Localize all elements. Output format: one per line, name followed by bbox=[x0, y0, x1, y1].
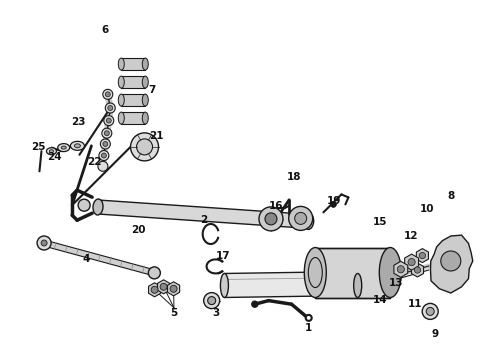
Text: 18: 18 bbox=[287, 172, 301, 182]
Circle shape bbox=[104, 116, 114, 126]
Circle shape bbox=[415, 267, 420, 273]
Text: 22: 22 bbox=[87, 157, 102, 167]
Circle shape bbox=[108, 105, 113, 111]
Circle shape bbox=[37, 236, 51, 250]
Ellipse shape bbox=[142, 58, 148, 70]
Text: 7: 7 bbox=[148, 85, 156, 95]
Circle shape bbox=[103, 141, 108, 147]
Circle shape bbox=[130, 133, 159, 161]
Polygon shape bbox=[122, 112, 145, 124]
Polygon shape bbox=[412, 263, 423, 277]
Circle shape bbox=[99, 150, 109, 161]
Ellipse shape bbox=[142, 76, 148, 88]
Circle shape bbox=[419, 252, 425, 259]
Circle shape bbox=[103, 89, 113, 99]
Circle shape bbox=[426, 307, 434, 315]
Text: 20: 20 bbox=[131, 225, 146, 235]
Ellipse shape bbox=[118, 112, 124, 124]
Text: 3: 3 bbox=[212, 308, 219, 318]
Polygon shape bbox=[224, 271, 358, 297]
Text: 11: 11 bbox=[408, 299, 423, 309]
Circle shape bbox=[160, 283, 167, 290]
Polygon shape bbox=[122, 76, 145, 88]
Ellipse shape bbox=[118, 76, 124, 88]
Ellipse shape bbox=[304, 213, 314, 229]
Polygon shape bbox=[98, 200, 309, 228]
Polygon shape bbox=[394, 261, 408, 277]
Text: 15: 15 bbox=[372, 217, 387, 228]
Polygon shape bbox=[158, 280, 170, 294]
Text: 9: 9 bbox=[432, 329, 439, 339]
Circle shape bbox=[441, 251, 461, 271]
Circle shape bbox=[101, 153, 106, 158]
Ellipse shape bbox=[304, 248, 326, 297]
Ellipse shape bbox=[118, 58, 124, 70]
Circle shape bbox=[265, 213, 277, 225]
Ellipse shape bbox=[93, 199, 103, 215]
Text: 2: 2 bbox=[200, 215, 207, 225]
Polygon shape bbox=[405, 254, 418, 270]
Text: 12: 12 bbox=[403, 231, 418, 241]
Circle shape bbox=[148, 267, 160, 279]
Text: 6: 6 bbox=[102, 24, 109, 35]
Ellipse shape bbox=[379, 248, 401, 297]
Circle shape bbox=[41, 240, 47, 246]
Circle shape bbox=[408, 258, 415, 266]
Text: 17: 17 bbox=[216, 251, 230, 261]
Text: 8: 8 bbox=[447, 191, 454, 201]
Text: 1: 1 bbox=[305, 323, 312, 333]
Text: 24: 24 bbox=[48, 152, 62, 162]
Polygon shape bbox=[43, 240, 155, 276]
Polygon shape bbox=[148, 283, 161, 297]
Ellipse shape bbox=[142, 94, 148, 106]
Text: 19: 19 bbox=[327, 196, 342, 206]
Polygon shape bbox=[431, 235, 473, 293]
Circle shape bbox=[102, 128, 112, 138]
Ellipse shape bbox=[47, 148, 56, 155]
Ellipse shape bbox=[71, 141, 84, 150]
Text: 14: 14 bbox=[372, 294, 387, 305]
Circle shape bbox=[106, 118, 111, 123]
Text: 5: 5 bbox=[171, 308, 177, 318]
Text: 23: 23 bbox=[71, 117, 86, 127]
Text: 16: 16 bbox=[269, 201, 283, 211]
Circle shape bbox=[252, 301, 258, 307]
Polygon shape bbox=[168, 282, 180, 296]
Polygon shape bbox=[122, 58, 145, 70]
Polygon shape bbox=[416, 249, 428, 262]
Circle shape bbox=[100, 139, 110, 149]
Ellipse shape bbox=[49, 150, 53, 153]
Circle shape bbox=[78, 199, 90, 211]
Circle shape bbox=[397, 266, 404, 273]
Circle shape bbox=[330, 201, 337, 207]
Circle shape bbox=[422, 303, 438, 319]
Ellipse shape bbox=[354, 274, 362, 297]
Text: 4: 4 bbox=[82, 254, 90, 264]
Polygon shape bbox=[315, 248, 391, 297]
Text: 10: 10 bbox=[420, 204, 435, 214]
Polygon shape bbox=[122, 94, 145, 106]
Ellipse shape bbox=[61, 146, 66, 149]
Ellipse shape bbox=[220, 274, 228, 297]
Circle shape bbox=[151, 286, 158, 293]
Circle shape bbox=[98, 161, 108, 171]
Text: 25: 25 bbox=[31, 142, 46, 152]
Circle shape bbox=[105, 103, 115, 113]
Ellipse shape bbox=[74, 144, 80, 148]
Circle shape bbox=[289, 206, 313, 230]
Circle shape bbox=[306, 315, 312, 321]
Circle shape bbox=[105, 92, 110, 97]
Text: 21: 21 bbox=[149, 131, 164, 141]
Circle shape bbox=[259, 207, 283, 231]
Circle shape bbox=[104, 131, 109, 136]
Circle shape bbox=[137, 139, 152, 155]
Circle shape bbox=[294, 212, 307, 224]
Circle shape bbox=[208, 297, 216, 305]
Circle shape bbox=[170, 285, 177, 292]
Ellipse shape bbox=[58, 144, 70, 152]
Ellipse shape bbox=[118, 94, 124, 106]
Circle shape bbox=[204, 293, 220, 309]
Ellipse shape bbox=[142, 112, 148, 124]
Text: 13: 13 bbox=[389, 278, 403, 288]
